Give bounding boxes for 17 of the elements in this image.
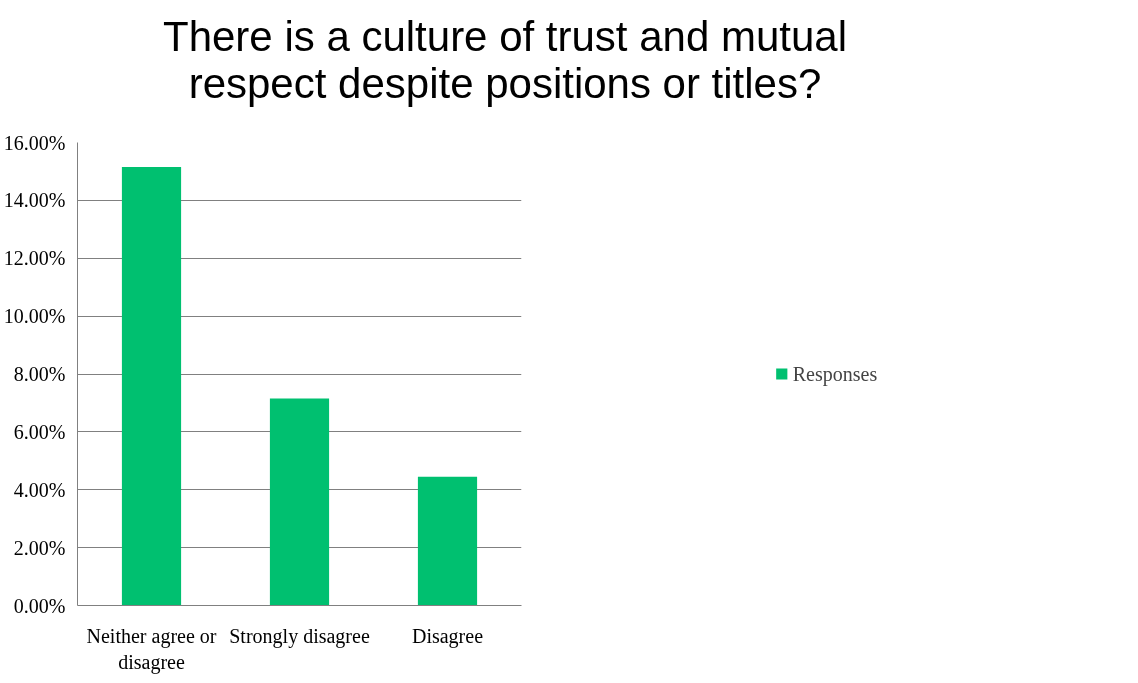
y-tick-label: 0.00% (13, 594, 66, 617)
y-tick-label: 8.00% (13, 363, 66, 385)
y-tick-label: 16.00% (3, 131, 66, 154)
chart-title: There is a culture of trust and mutual respect despite positions or titles? (163, 13, 847, 108)
y-tick-label: 4.00% (13, 478, 66, 501)
x-tick-label: Neither agree or disagree (86, 624, 217, 674)
y-tick-label: 14.00% (3, 189, 66, 212)
y-tick-label: 10.00% (3, 305, 66, 328)
y-tick-label: 6.00% (13, 420, 66, 443)
x-tick-label: Disagree (411, 624, 484, 648)
y-tick-label: 2.00% (13, 536, 66, 559)
bar (417, 476, 478, 606)
legend-label: Responses (792, 362, 878, 385)
bar (269, 398, 330, 606)
bar (121, 167, 182, 606)
y-tick-label: 12.00% (3, 247, 66, 270)
x-tick-label: Strongly disagree (229, 624, 370, 648)
